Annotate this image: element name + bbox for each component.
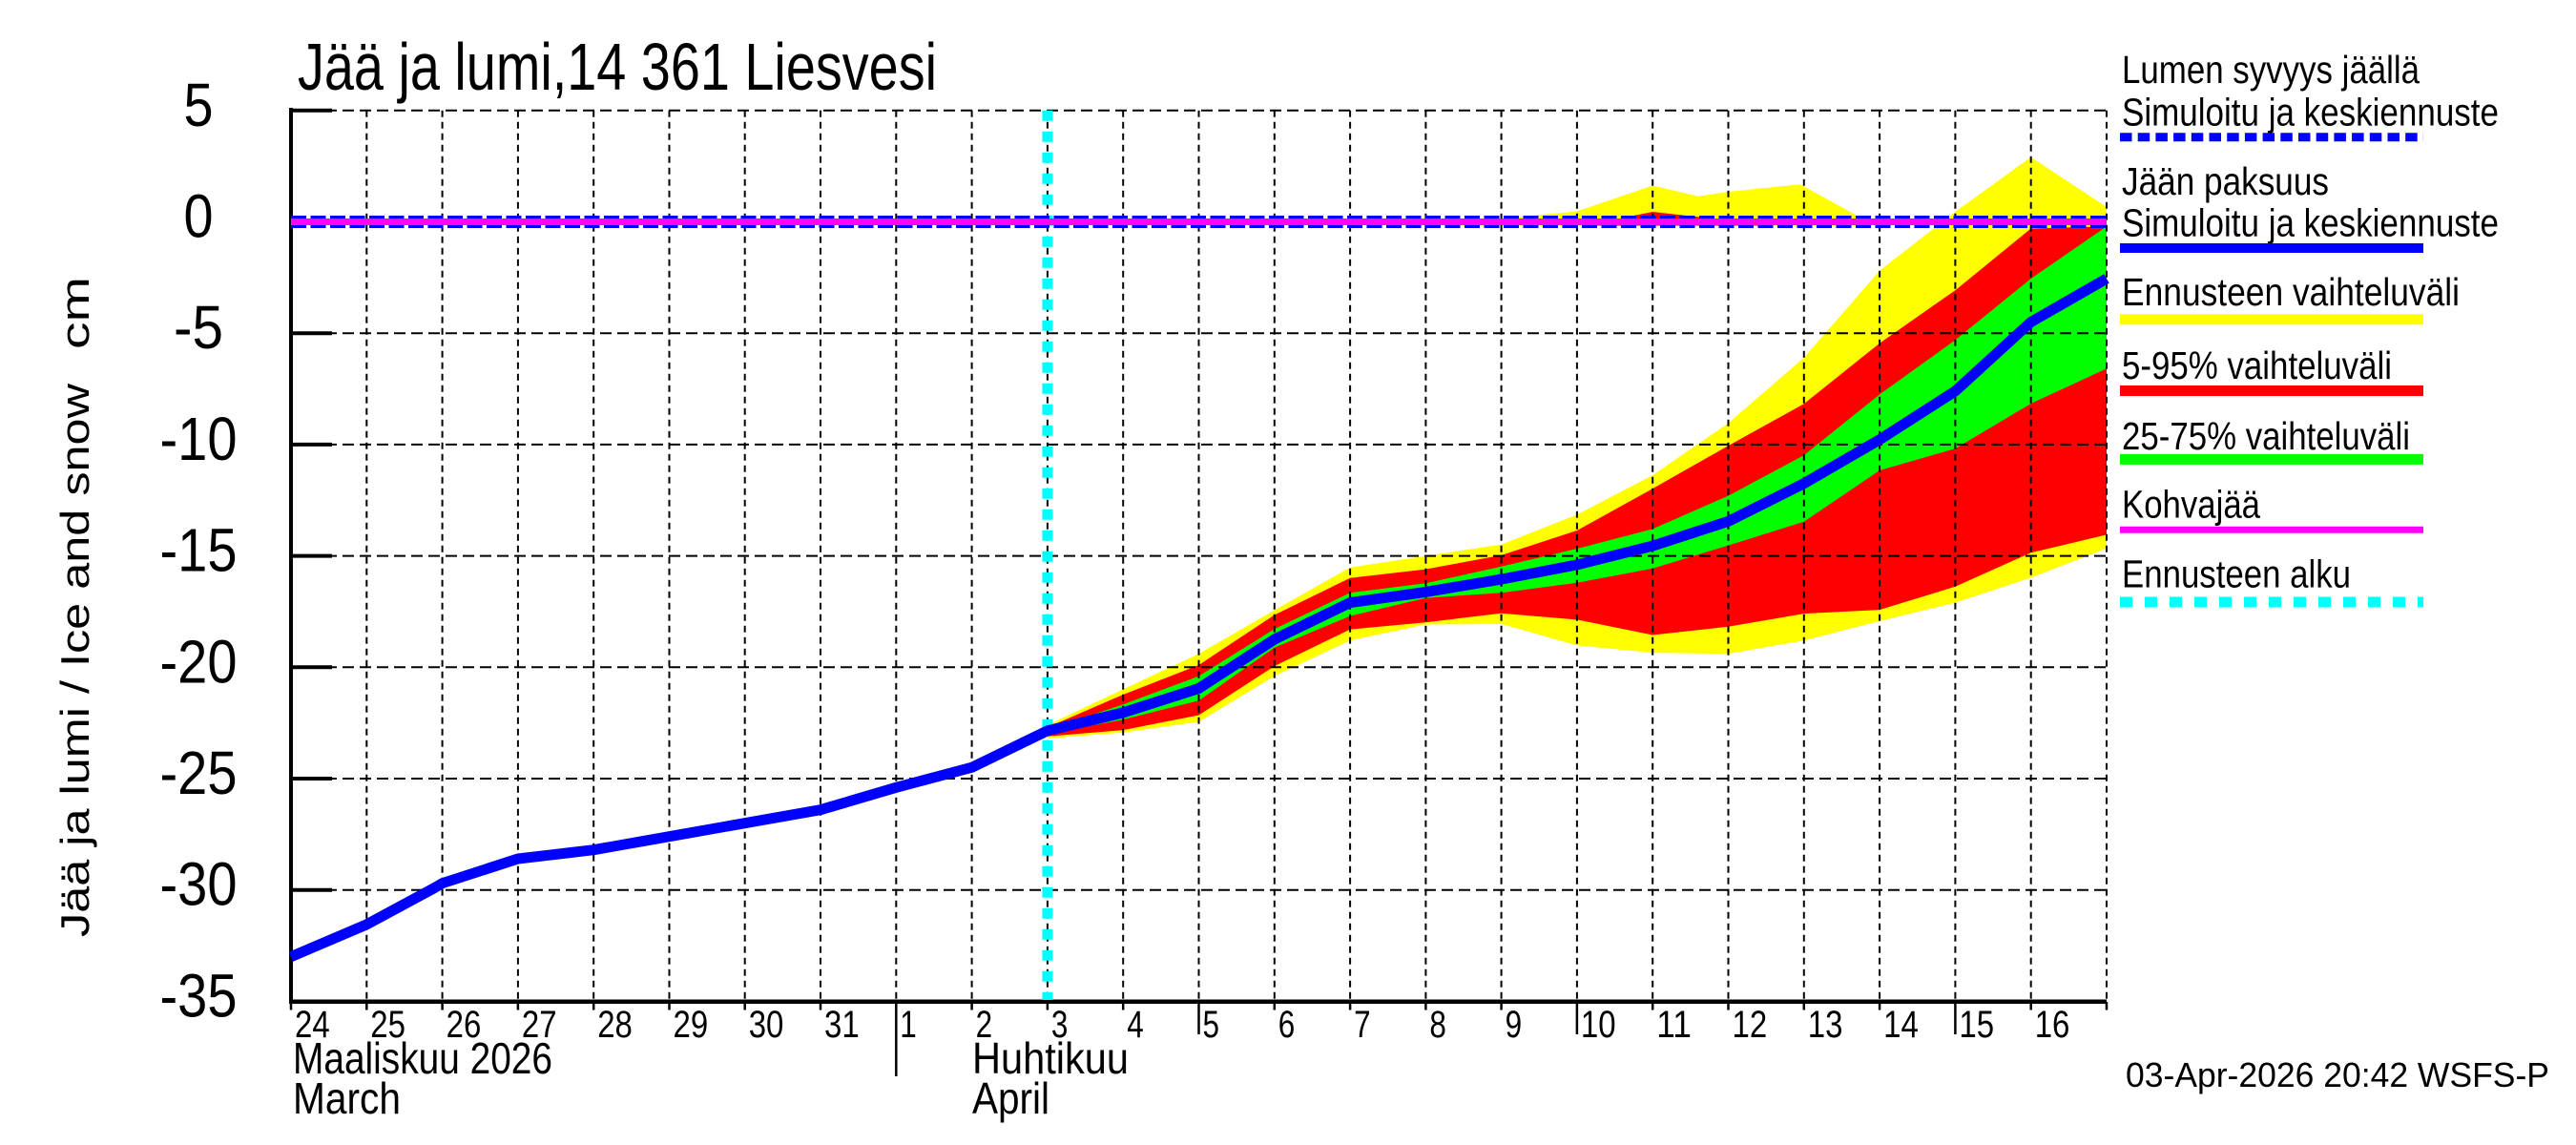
svg-text:03-Apr-2026 20:42 WSFS-P: 03-Apr-2026 20:42 WSFS-P (2126, 1055, 2549, 1094)
svg-text:2: 2 (976, 1004, 993, 1046)
svg-text:13: 13 (1808, 1004, 1843, 1046)
svg-text:Jään paksuus: Jään paksuus (2122, 159, 2329, 203)
svg-text:3: 3 (1051, 1004, 1069, 1046)
svg-text:-15: -15 (160, 516, 238, 585)
svg-text:25-75% vaihteluväli: 25-75% vaihteluväli (2122, 414, 2410, 458)
svg-text:26: 26 (447, 1004, 482, 1046)
svg-text:Jää ja lumi / Ice and snow: Jää ja lumi / Ice and snow (52, 383, 97, 937)
svg-text:5: 5 (1203, 1004, 1220, 1046)
svg-text:Kohvajää: Kohvajää (2122, 482, 2260, 526)
svg-text:11: 11 (1656, 1004, 1692, 1046)
svg-text:9: 9 (1506, 1004, 1523, 1046)
svg-text:-30: -30 (160, 850, 238, 919)
svg-text:12: 12 (1733, 1004, 1768, 1046)
svg-text:0: 0 (184, 182, 214, 251)
svg-text:29: 29 (674, 1004, 709, 1046)
svg-text:Maaliskuu 2026: Maaliskuu 2026 (293, 1033, 552, 1083)
svg-text:Ennusteen alku: Ennusteen alku (2122, 552, 2351, 595)
svg-text:24: 24 (295, 1004, 330, 1046)
svg-text:16: 16 (2035, 1004, 2070, 1046)
svg-text:Jää ja lumi,14 361 Liesvesi: Jää ja lumi,14 361 Liesvesi (298, 30, 937, 104)
svg-text:27: 27 (522, 1004, 557, 1046)
svg-text:Huhtikuu: Huhtikuu (972, 1033, 1129, 1083)
svg-text:28: 28 (597, 1004, 633, 1046)
svg-text:31: 31 (824, 1004, 860, 1046)
svg-text:5: 5 (184, 71, 214, 139)
svg-text:cm: cm (52, 277, 97, 349)
svg-text:-10: -10 (160, 405, 238, 473)
svg-text:4: 4 (1127, 1004, 1144, 1046)
svg-text:5-95% vaihteluväli: 5-95% vaihteluväli (2122, 344, 2392, 387)
svg-text:30: 30 (749, 1004, 784, 1046)
svg-text:Simuloitu ja keskiennuste: Simuloitu ja keskiennuste (2122, 91, 2499, 135)
svg-text:-5: -5 (174, 293, 223, 362)
svg-text:8: 8 (1429, 1004, 1446, 1046)
svg-text:25: 25 (370, 1004, 405, 1046)
svg-text:March: March (293, 1073, 401, 1123)
svg-text:14: 14 (1883, 1004, 1919, 1046)
svg-text:-20: -20 (160, 627, 238, 696)
svg-text:Lumen syvyys jäällä: Lumen syvyys jäällä (2122, 48, 2420, 92)
svg-text:7: 7 (1354, 1004, 1371, 1046)
svg-text:6: 6 (1278, 1004, 1296, 1046)
svg-text:-35: -35 (160, 961, 238, 1030)
svg-text:1: 1 (900, 1004, 917, 1046)
svg-text:-25: -25 (160, 739, 238, 807)
svg-text:April: April (972, 1073, 1049, 1123)
svg-text:Ennusteen vaihteluväli: Ennusteen vaihteluväli (2122, 270, 2460, 314)
svg-text:15: 15 (1959, 1004, 1994, 1046)
svg-text:Simuloitu ja keskiennuste: Simuloitu ja keskiennuste (2122, 200, 2499, 244)
svg-text:10: 10 (1581, 1004, 1616, 1046)
